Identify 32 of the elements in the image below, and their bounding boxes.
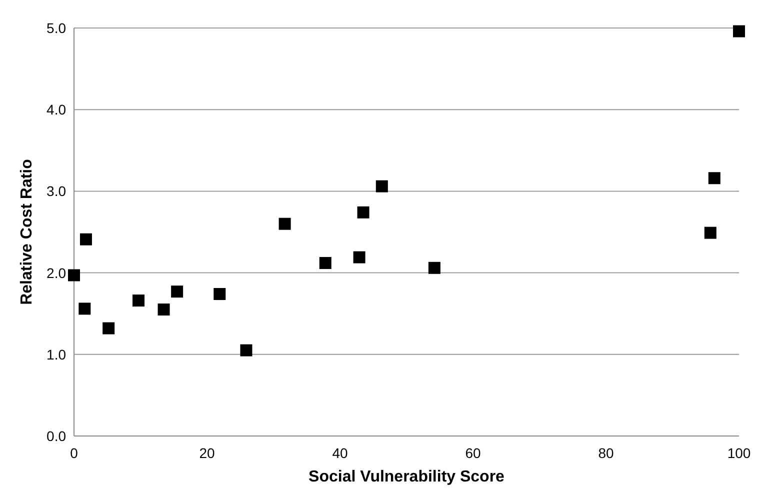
point	[357, 206, 370, 218]
point	[214, 288, 226, 300]
y-tick-label: 2.0	[46, 264, 66, 281]
point	[102, 322, 115, 334]
point	[132, 294, 145, 307]
point	[708, 172, 720, 184]
point	[428, 262, 440, 274]
point	[68, 269, 80, 282]
point	[78, 302, 91, 315]
point	[158, 304, 170, 316]
y-tick-label: 1.0	[46, 346, 66, 362]
point	[319, 257, 332, 270]
point	[353, 251, 366, 264]
x-tick-label: 40	[332, 445, 348, 461]
point	[278, 218, 291, 230]
y-tick-label: 3.0	[46, 183, 66, 200]
point	[171, 286, 184, 298]
y-tick-label: 4.0	[46, 102, 66, 118]
y-axis-title: Relative Cost Ratio	[18, 158, 36, 305]
x-tick-label: 100	[727, 445, 751, 461]
point	[376, 180, 388, 192]
point	[704, 226, 716, 239]
y-tick-label: 0.0	[46, 428, 66, 444]
y-tick-label: 5.0	[46, 20, 66, 36]
point	[240, 344, 252, 356]
x-tick-label: 80	[598, 445, 614, 461]
x-tick-label: 20	[199, 445, 215, 461]
point	[80, 233, 92, 246]
point	[733, 25, 745, 38]
x-tick-label: 0	[70, 445, 78, 461]
x-tick-label: 60	[465, 445, 481, 461]
x-axis-title: Social Vulnerability Score	[308, 468, 505, 486]
